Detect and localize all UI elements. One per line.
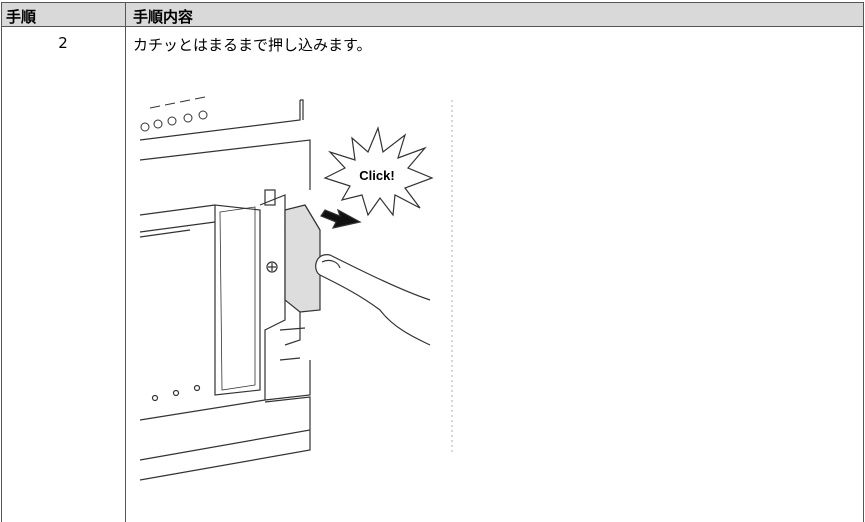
header-cell: 手順内容 [133, 8, 194, 26]
column-divider [125, 2, 126, 522]
header-cell: 手順 [6, 8, 37, 26]
border [863, 2, 864, 522]
callout-text: Click! [359, 168, 394, 183]
step-text: カチッとはまるまで押し込みます。 [133, 36, 372, 54]
border [1, 2, 2, 522]
step-number: 2 [58, 34, 68, 52]
header-row [1, 2, 864, 27]
